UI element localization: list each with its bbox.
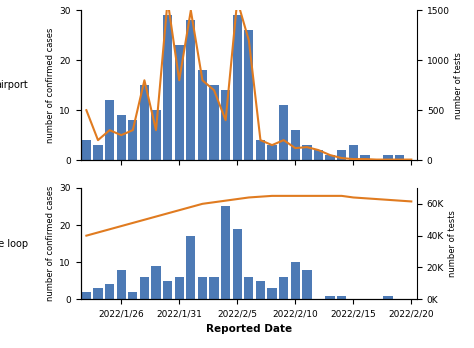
Bar xyxy=(360,155,370,160)
Bar xyxy=(221,90,230,160)
Bar xyxy=(221,206,230,299)
Bar xyxy=(117,115,126,160)
Bar xyxy=(302,270,311,299)
Text: in the loop: in the loop xyxy=(0,239,28,248)
Bar xyxy=(105,100,114,160)
Bar xyxy=(244,277,254,299)
Bar xyxy=(128,120,137,160)
Bar xyxy=(395,155,404,160)
Bar xyxy=(163,281,172,299)
Bar xyxy=(151,266,161,299)
Bar xyxy=(174,277,184,299)
Y-axis label: number of tests: number of tests xyxy=(454,52,463,119)
Bar xyxy=(151,110,161,160)
Bar xyxy=(326,155,335,160)
Bar xyxy=(198,277,207,299)
Bar xyxy=(267,288,277,299)
Bar xyxy=(140,85,149,160)
Y-axis label: number of tests: number of tests xyxy=(448,210,457,277)
Bar xyxy=(128,292,137,299)
Bar xyxy=(198,70,207,160)
Text: airport: airport xyxy=(0,80,28,90)
Bar xyxy=(82,292,91,299)
Bar xyxy=(256,281,265,299)
Bar xyxy=(267,145,277,160)
Bar xyxy=(383,295,393,299)
Bar xyxy=(291,262,300,299)
Bar xyxy=(326,295,335,299)
Bar xyxy=(174,45,184,160)
Bar xyxy=(233,15,242,160)
Bar xyxy=(349,145,358,160)
Bar xyxy=(186,236,195,299)
Bar xyxy=(163,15,172,160)
Bar xyxy=(279,105,288,160)
Y-axis label: number of confirmed cases: number of confirmed cases xyxy=(46,27,55,143)
Bar xyxy=(337,295,346,299)
Bar xyxy=(210,85,219,160)
Bar xyxy=(186,21,195,160)
Bar xyxy=(383,155,393,160)
Bar xyxy=(314,150,323,160)
Bar xyxy=(291,130,300,160)
Bar xyxy=(82,140,91,160)
Bar xyxy=(105,284,114,299)
Y-axis label: number of confirmed cases: number of confirmed cases xyxy=(46,186,55,301)
Bar xyxy=(210,277,219,299)
Bar xyxy=(233,229,242,299)
Bar xyxy=(256,140,265,160)
Bar xyxy=(93,288,103,299)
Bar xyxy=(140,277,149,299)
Bar xyxy=(279,277,288,299)
Bar xyxy=(302,145,311,160)
Bar xyxy=(337,150,346,160)
Bar xyxy=(93,145,103,160)
Bar xyxy=(117,270,126,299)
X-axis label: Reported Date: Reported Date xyxy=(206,324,292,333)
Bar xyxy=(244,30,254,160)
